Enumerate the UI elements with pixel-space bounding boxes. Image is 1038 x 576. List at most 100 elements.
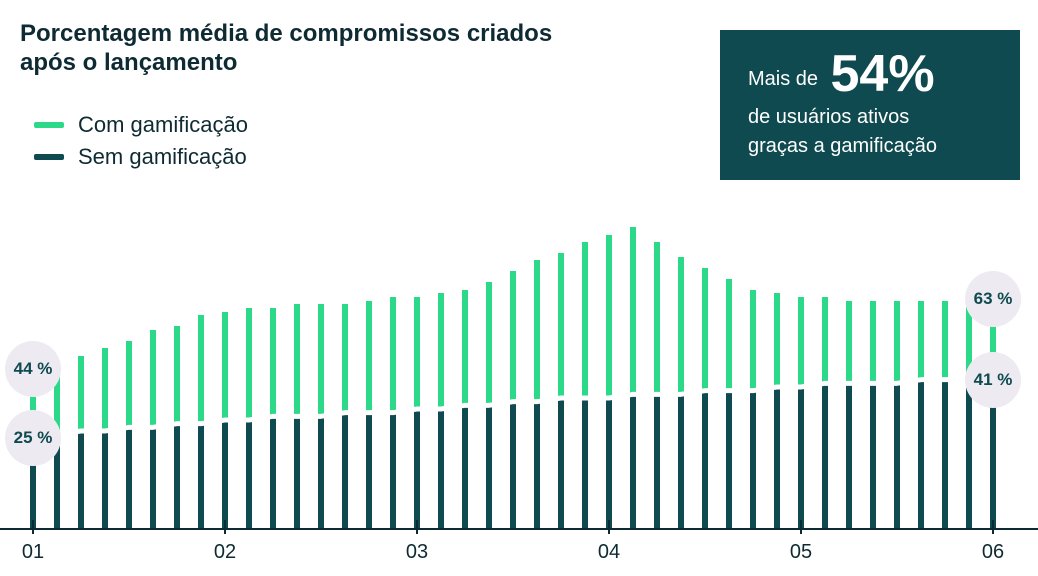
bar-with <box>558 253 564 396</box>
bar-without <box>486 403 492 528</box>
bar-with <box>102 348 108 429</box>
x-tick-label: 03 <box>406 541 428 564</box>
bar-without <box>966 378 972 528</box>
bar-with <box>750 290 756 389</box>
callout-line2a: de usuários ativos <box>748 106 992 129</box>
bar-without <box>606 396 612 528</box>
bar-without <box>102 429 108 528</box>
callout-line1: Mais de 54% <box>748 48 992 100</box>
bar-with <box>582 242 588 396</box>
callout-prefix: Mais de <box>748 68 818 90</box>
bar-without <box>942 378 948 528</box>
legend-item-without: Sem gamificação <box>34 144 304 170</box>
bar-with <box>846 301 852 382</box>
bar-with <box>246 308 252 418</box>
bar-without <box>246 418 252 528</box>
callout-big-value: 54% <box>830 45 934 103</box>
x-tick-label: 04 <box>598 541 620 564</box>
legend-label-without: Sem gamificação <box>78 144 247 170</box>
value-bubble: 44 % <box>5 341 61 397</box>
chart: Porcentagem média de compromissos criado… <box>0 0 1038 576</box>
bar-with <box>630 227 636 392</box>
bar-without <box>774 385 780 528</box>
bar-with <box>318 304 324 414</box>
bar-with <box>510 271 516 399</box>
x-tick <box>608 520 610 534</box>
x-tick <box>992 520 994 534</box>
bar-without <box>126 425 132 528</box>
bar-without <box>630 392 636 528</box>
chart-title: Porcentagem média de compromissos criado… <box>20 20 560 78</box>
bar-without <box>414 407 420 528</box>
bar-with <box>174 326 180 421</box>
bar-without <box>318 414 324 528</box>
bar-without <box>726 389 732 528</box>
bar-with <box>798 297 804 385</box>
bar-with <box>774 293 780 385</box>
x-tick <box>800 520 802 534</box>
bar-with <box>918 301 924 378</box>
bar-without <box>222 418 228 528</box>
plot-area: 01020304050644 %25 %63 %41 % <box>0 200 1038 530</box>
value-bubble: 41 % <box>965 352 1021 408</box>
bar-with <box>222 312 228 418</box>
legend-label-with: Com gamificação <box>78 112 248 138</box>
callout-box: Mais de 54% de usuários ativos graças a … <box>720 30 1020 180</box>
bar-with <box>78 356 84 429</box>
bar-with <box>678 257 684 393</box>
x-tick <box>224 520 226 534</box>
bar-without <box>366 411 372 528</box>
bar-with <box>366 301 372 411</box>
bar-with <box>822 297 828 381</box>
bar-without <box>558 396 564 528</box>
bar-without <box>678 392 684 528</box>
bar-without <box>582 396 588 528</box>
bar-with <box>942 301 948 378</box>
bar-without <box>294 414 300 528</box>
bar-with <box>870 301 876 382</box>
bar-with <box>390 297 396 411</box>
bar-without <box>534 400 540 528</box>
bar-with <box>126 341 132 425</box>
bar-with <box>486 282 492 403</box>
bar-with <box>270 308 276 414</box>
bar-without <box>510 400 516 528</box>
x-axis-baseline <box>0 528 1038 530</box>
bar-with <box>654 242 660 392</box>
x-tick-label: 02 <box>214 541 236 564</box>
bar-without <box>894 381 900 528</box>
x-tick <box>32 520 34 534</box>
bar-with <box>198 315 204 421</box>
bar-without <box>150 425 156 528</box>
legend-swatch-with <box>34 122 64 128</box>
bar-without <box>438 407 444 528</box>
bar-with <box>414 297 420 407</box>
bar-with <box>294 304 300 414</box>
bar-without <box>462 403 468 528</box>
x-tick <box>416 520 418 534</box>
legend: Com gamificação Sem gamificação <box>20 98 318 188</box>
bar-without <box>702 389 708 528</box>
bar-without <box>390 411 396 528</box>
bar-without <box>78 429 84 528</box>
bar-without <box>822 381 828 528</box>
value-bubble: 63 % <box>965 271 1021 327</box>
x-tick-label: 06 <box>982 541 1004 564</box>
callout-line2b: graças a gamificação <box>748 135 992 158</box>
bar-with <box>894 301 900 382</box>
bar-without <box>174 422 180 528</box>
bar-without <box>870 381 876 528</box>
bar-with <box>726 279 732 389</box>
bar-without <box>270 414 276 528</box>
bar-with <box>438 293 444 407</box>
bar-without <box>750 389 756 528</box>
bar-with <box>702 268 708 389</box>
value-bubble: 25 % <box>5 410 61 466</box>
bar-with <box>534 260 540 399</box>
bar-without <box>846 381 852 528</box>
bar-with <box>606 235 612 396</box>
bar-without <box>198 422 204 528</box>
x-tick-label: 05 <box>790 541 812 564</box>
legend-item-with: Com gamificação <box>34 112 304 138</box>
bar-without <box>918 378 924 528</box>
